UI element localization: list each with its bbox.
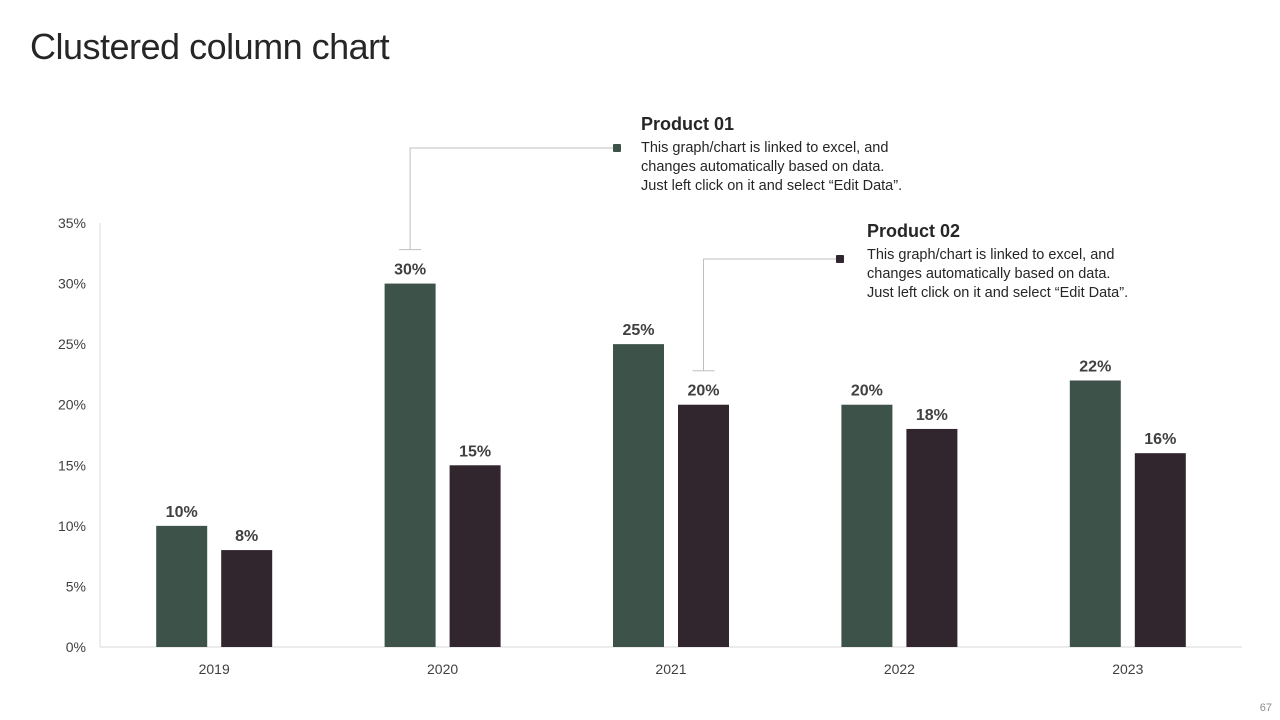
- bar[interactable]: [678, 404, 729, 647]
- callout-marker: [613, 144, 621, 152]
- y-tick-label: 0%: [66, 639, 86, 655]
- callout-text: This graph/chart is linked to excel, and…: [641, 139, 961, 196]
- callout-text-line: Just left click on it and select “Edit D…: [867, 285, 1129, 301]
- bar[interactable]: [384, 283, 436, 647]
- data-label: 16%: [1144, 431, 1176, 448]
- slide-title: Clustered column chart: [30, 26, 390, 67]
- data-label: 20%: [851, 383, 883, 400]
- y-tick-label: 35%: [58, 215, 86, 231]
- data-label: 20%: [687, 383, 719, 400]
- callout-text-line: This graph/chart is linked to excel, and: [867, 247, 1115, 263]
- y-tick-label: 5%: [66, 578, 86, 594]
- x-tick-label: 2021: [655, 661, 686, 677]
- callout-title: Product 01: [641, 114, 735, 134]
- data-label: 30%: [394, 262, 426, 279]
- callout-text-line: Just left click on it and select “Edit D…: [641, 178, 903, 194]
- bars: 10% 8% 30% 15% 25% 20% 20% 18% 22% 16%: [156, 262, 1186, 647]
- callout-text-line: This graph/chart is linked to excel, and: [641, 140, 889, 156]
- x-tick-label: 2020: [427, 661, 458, 677]
- y-tick-label: 20%: [58, 397, 86, 413]
- y-axis: 0% 5% 10% 15% 20% 25% 30% 35%: [58, 215, 101, 655]
- y-tick-label: 30%: [58, 276, 86, 292]
- callout-product-01: Product 01 This graph/chart is linked to…: [641, 114, 961, 196]
- data-label: 8%: [235, 528, 258, 545]
- callout-marker: [836, 255, 844, 263]
- bar[interactable]: [449, 465, 501, 647]
- x-tick-label: 2023: [1112, 661, 1143, 677]
- x-tick-label: 2019: [199, 661, 230, 677]
- callout-connector-line: [703, 258, 840, 371]
- data-label: 15%: [459, 443, 491, 460]
- callout-connectors: [399, 144, 844, 372]
- bar[interactable]: [613, 344, 664, 647]
- x-axis: 2019 2020 2021 2022 2023: [100, 646, 1242, 677]
- y-tick-label: 10%: [58, 518, 86, 534]
- bar[interactable]: [906, 428, 958, 647]
- callout-text-line: changes automatically based on data.: [867, 266, 1111, 282]
- y-tick-label: 15%: [58, 457, 86, 473]
- bar[interactable]: [1134, 453, 1186, 647]
- data-label: 10%: [166, 504, 198, 521]
- data-label: 22%: [1079, 358, 1111, 375]
- bar[interactable]: [221, 550, 273, 647]
- page-number: 67: [1259, 702, 1272, 714]
- callout-product-02: Product 02 This graph/chart is linked to…: [867, 221, 1187, 303]
- x-tick-label: 2022: [884, 661, 915, 677]
- callout-title: Product 02: [867, 221, 961, 241]
- callout-connector-line: [409, 147, 617, 250]
- callout-text: This graph/chart is linked to excel, and…: [867, 246, 1187, 303]
- data-label: 25%: [622, 322, 654, 339]
- y-tick-label: 25%: [58, 336, 86, 352]
- callout-text-line: changes automatically based on data.: [641, 159, 885, 175]
- data-label: 18%: [916, 407, 948, 424]
- bar[interactable]: [156, 525, 208, 647]
- bar[interactable]: [1069, 380, 1121, 647]
- bar[interactable]: [841, 404, 893, 647]
